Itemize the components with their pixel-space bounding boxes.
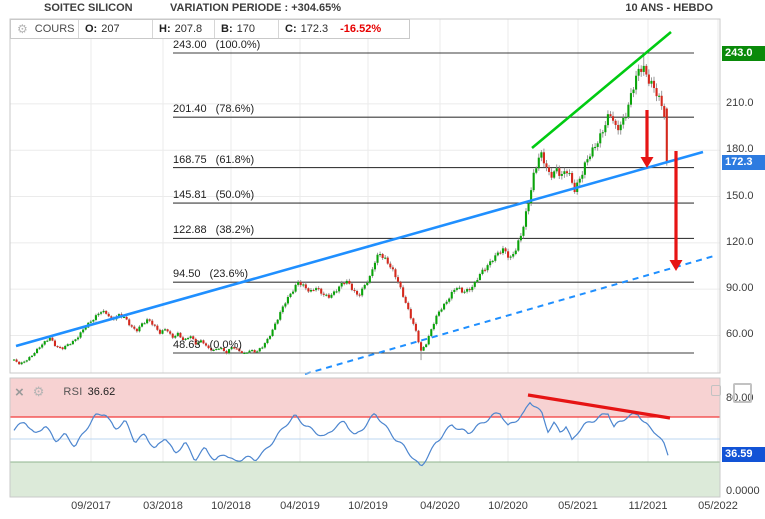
symbol-label: SOITEC SILICON	[44, 2, 133, 14]
toolbar-cell-open: O: 207	[79, 20, 153, 38]
fibonacci-levels	[173, 52, 694, 354]
open-label: O:	[85, 23, 98, 35]
close-icon[interactable]: ×	[15, 383, 24, 401]
rsi-value: 36.62	[87, 386, 116, 398]
low-label: B:	[221, 23, 233, 35]
toolbar-cell-cours: ⚙ COURS	[11, 20, 79, 38]
toolbar-cell-close: C: 172.3 -16.52%	[279, 20, 409, 38]
gear-icon[interactable]: ⚙	[17, 22, 28, 36]
close-label: C:	[285, 23, 297, 35]
open-value: 207	[101, 23, 120, 35]
rsi-line	[13, 401, 669, 467]
rsi-header: × ⚙ RSI 36.62	[15, 384, 115, 400]
toolbar-cell-high: H: 207.8	[153, 20, 215, 38]
close-value: 172.3	[300, 23, 329, 35]
toolbar-title: COURS	[34, 23, 75, 35]
panel-grip-large[interactable]	[733, 383, 752, 403]
rsi-trendline[interactable]	[527, 393, 671, 420]
header-bar: SOITEC SILICON VARIATION PERIODE : +304.…	[0, 1, 765, 17]
price-toolbar: ⚙ COURS O: 207 H: 207.8 B: 170 C: 172.3 …	[10, 19, 410, 39]
variation-label: VARIATION PERIODE : +304.65%	[170, 2, 342, 14]
high-label: H:	[159, 23, 171, 35]
panel-grip-small[interactable]	[711, 385, 721, 396]
rsi-gear-icon[interactable]: ⚙	[32, 384, 45, 399]
projection-arrow-1[interactable]	[640, 110, 654, 168]
blue-dashed-channel-line[interactable]	[304, 255, 715, 375]
rsi-zones	[10, 378, 720, 497]
change-value: -16.52%	[340, 23, 382, 35]
toolbar-cell-low: B: 170	[215, 20, 279, 38]
timeframe-label: 10 ANS - HEBDO	[625, 2, 713, 14]
low-value: 170	[236, 23, 255, 35]
green-resistance-line[interactable]	[531, 31, 672, 149]
projection-arrow-2[interactable]	[669, 151, 683, 271]
blue-support-line[interactable]	[15, 150, 704, 348]
rsi-label: RSI	[63, 386, 83, 398]
high-value: 207.8	[174, 23, 203, 35]
